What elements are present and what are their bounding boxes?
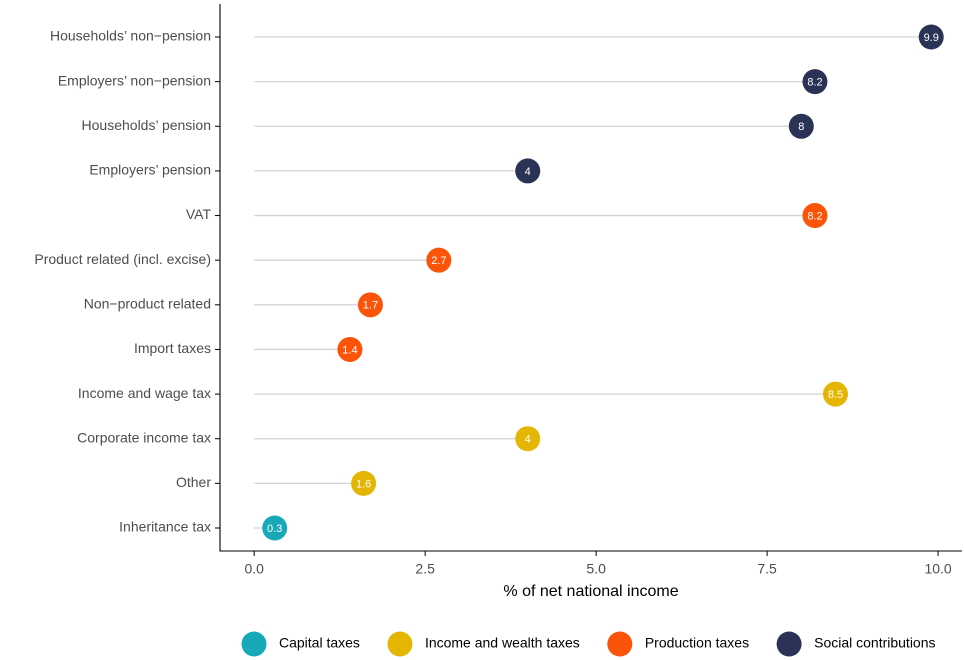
data-label: 1.7 xyxy=(363,300,378,312)
dot xyxy=(515,426,541,452)
data-label: 8.2 xyxy=(807,77,822,89)
dot xyxy=(802,203,828,229)
dot xyxy=(822,381,848,407)
dot xyxy=(337,336,363,362)
x-tick-label: 5.0 xyxy=(586,561,606,577)
legend-label: Income and wealth taxes xyxy=(425,635,580,651)
dot xyxy=(918,24,944,50)
x-tick-label: 7.5 xyxy=(757,561,777,577)
dot xyxy=(262,515,288,541)
y-tick-label: Households’ non−pension xyxy=(50,28,211,44)
data-label: 8.5 xyxy=(828,389,843,401)
dot xyxy=(788,113,814,139)
data-label: 1.6 xyxy=(356,478,371,490)
data-label: 4 xyxy=(525,166,531,178)
y-tick-label: Inheritance tax xyxy=(119,519,211,535)
legend-swatch xyxy=(387,631,413,657)
y-tick-label: Other xyxy=(176,474,211,490)
x-tick-label: 0.0 xyxy=(244,561,264,577)
data-label: 1.4 xyxy=(342,344,357,356)
dot xyxy=(357,292,383,318)
y-tick-label: Product related (incl. excise) xyxy=(34,251,211,267)
y-tick-label: Employers’ pension xyxy=(89,162,211,178)
x-tick-label: 10.0 xyxy=(924,561,951,577)
data-label: 8 xyxy=(798,121,804,133)
legend-swatch xyxy=(607,631,633,657)
x-axis-title: % of net national income xyxy=(503,583,678,600)
dot xyxy=(802,69,828,95)
y-tick-label: Non−product related xyxy=(84,296,211,312)
data-label: 9.9 xyxy=(924,32,939,44)
data-label: 8.2 xyxy=(807,210,822,222)
legend-label: Social contributions xyxy=(814,635,935,651)
x-tick-label: 2.5 xyxy=(415,561,435,577)
y-tick-label: Households’ pension xyxy=(82,117,211,133)
y-tick-label: VAT xyxy=(186,206,212,222)
data-label: 2.7 xyxy=(431,255,446,267)
dot xyxy=(351,470,377,496)
data-label: 0.3 xyxy=(267,523,282,535)
y-tick-label: Employers’ non−pension xyxy=(58,72,211,88)
y-tick-label: Import taxes xyxy=(134,340,211,356)
y-tick-label: Income and wage tax xyxy=(78,385,211,401)
dot xyxy=(515,158,541,184)
legend-label: Production taxes xyxy=(645,635,749,651)
data-label: 4 xyxy=(525,434,531,446)
y-tick-label: Corporate income tax xyxy=(77,429,211,445)
legend-swatch xyxy=(241,631,267,657)
legend-swatch xyxy=(776,631,802,657)
dot xyxy=(426,247,452,273)
legend-label: Capital taxes xyxy=(279,635,360,651)
